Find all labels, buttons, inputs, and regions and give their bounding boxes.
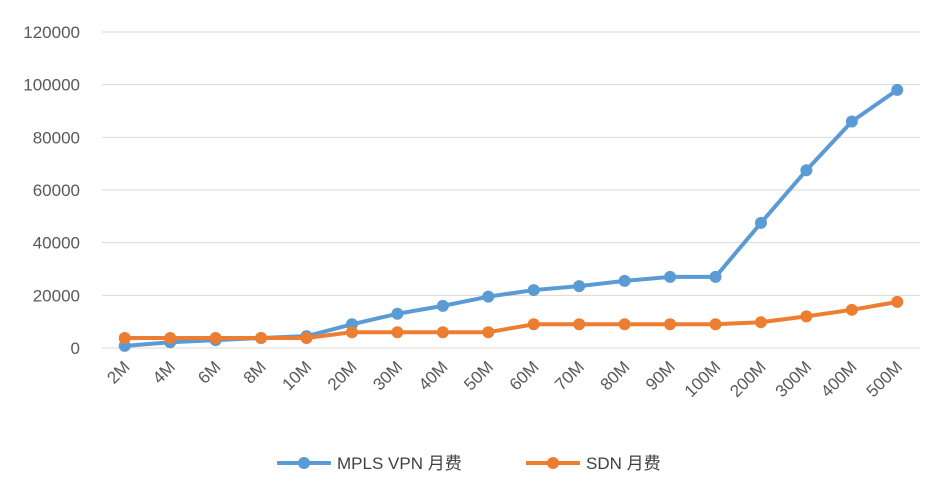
x-tick-label: 10M <box>279 357 316 394</box>
data-point <box>118 331 131 344</box>
y-tick-label: 120000 <box>23 23 80 42</box>
legend-label-sdn: SDN 月费 <box>586 454 661 473</box>
x-tick-label: 400M <box>817 357 861 401</box>
data-point <box>391 326 404 339</box>
data-point <box>300 331 313 344</box>
data-point <box>391 307 404 320</box>
x-tick-label: 20M <box>324 357 361 394</box>
data-point <box>891 295 904 308</box>
data-point <box>709 318 722 331</box>
x-tick-label: 50M <box>460 357 497 394</box>
data-point <box>209 331 222 344</box>
legend: MPLS VPN 月费 SDN 月费 <box>277 454 661 473</box>
y-tick-label: 40000 <box>33 234 80 253</box>
data-point <box>845 303 858 316</box>
x-tick-label: 90M <box>642 357 679 394</box>
data-point <box>527 284 540 297</box>
data-point <box>754 316 767 329</box>
data-point <box>527 318 540 331</box>
x-tick-label: 70M <box>551 357 588 394</box>
data-point <box>573 280 586 293</box>
x-tick-label: 80M <box>597 357 634 394</box>
y-tick-label: 80000 <box>33 128 80 147</box>
data-point <box>664 318 677 331</box>
x-tick-label: 300M <box>772 357 816 401</box>
x-tick-label: 60M <box>506 357 543 394</box>
x-tick-label: 500M <box>863 357 907 401</box>
series-line-1 <box>122 299 900 340</box>
x-tick-label: 30M <box>369 357 406 394</box>
data-point <box>436 299 449 312</box>
data-point <box>345 326 358 339</box>
data-point <box>482 290 495 303</box>
data-point <box>800 310 813 323</box>
data-point <box>754 216 767 229</box>
legend-label-mpls: MPLS VPN 月费 <box>337 454 462 473</box>
data-point <box>255 331 268 344</box>
data-point <box>800 164 813 177</box>
data-point <box>436 326 449 339</box>
data-point <box>891 83 904 96</box>
x-tick-label: 100M <box>681 357 725 401</box>
y-axis-ticks: 0 20000 40000 60000 80000 100000 120000 <box>23 23 80 358</box>
y-tick-label: 100000 <box>23 76 80 95</box>
x-tick-label: 8M <box>240 357 270 387</box>
x-tick-label: 2M <box>103 357 133 387</box>
data-point <box>709 270 722 283</box>
series-line-0 <box>122 87 900 348</box>
data-point <box>845 115 858 128</box>
y-tick-label: 60000 <box>33 181 80 200</box>
x-axis-ticks: 2M 4M 6M 8M 10M 20M 30M 40M 50M 60M 70M 80M 90M 100M 2… <box>103 357 906 401</box>
legend-item-sdn: SDN 月费 <box>526 454 661 473</box>
series-lines <box>118 83 904 352</box>
x-tick-label: 6M <box>194 357 224 387</box>
data-point <box>618 318 631 331</box>
y-tick-label: 0 <box>71 339 80 358</box>
data-point <box>573 318 586 331</box>
data-point <box>482 326 495 339</box>
data-point <box>164 331 177 344</box>
x-tick-label: 4M <box>149 357 179 387</box>
x-tick-label: 200M <box>726 357 770 401</box>
y-tick-label: 20000 <box>33 286 80 305</box>
data-point <box>618 274 631 287</box>
legend-item-mpls: MPLS VPN 月费 <box>277 454 462 473</box>
data-point <box>664 270 677 283</box>
x-tick-label: 40M <box>415 357 452 394</box>
gridlines <box>102 31 920 349</box>
